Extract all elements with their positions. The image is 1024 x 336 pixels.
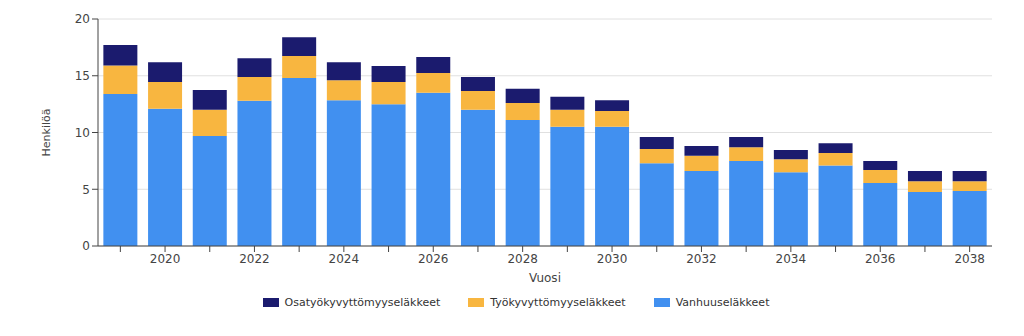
svg-text:10: 10 [75, 126, 90, 140]
html-text:Osatyökyvyttömyyseläkkeet: Osatyökyvyttömyyseläkkeet [284, 296, 441, 309]
svg-text:0: 0 [82, 239, 90, 253]
svg-text:20: 20 [75, 12, 90, 26]
svg-text:2034: 2034 [776, 252, 807, 266]
svg-text:2030: 2030 [597, 252, 628, 266]
svg-text:Vuosi: Vuosi [529, 271, 561, 285]
svg-text:2028: 2028 [507, 252, 538, 266]
svg-text:5: 5 [82, 183, 90, 197]
svg-text:2020: 2020 [150, 252, 181, 266]
html-text:Vanhuuseläkkeet: Vanhuuseläkkeet [675, 296, 770, 309]
svg-text:2038: 2038 [954, 252, 985, 266]
svg-text:2024: 2024 [329, 252, 360, 266]
svg-text:15: 15 [75, 69, 90, 83]
svg-text:2032: 2032 [686, 252, 717, 266]
html-text:Työkyvyttömyyseläkkeet: Työkyvyttömyyseläkkeet [490, 296, 626, 309]
svg-text:2026: 2026 [418, 252, 449, 266]
svg-text:2036: 2036 [865, 252, 896, 266]
svg-text:Henkilöä: Henkilöä [40, 109, 53, 157]
svg-text:2022: 2022 [239, 252, 270, 266]
